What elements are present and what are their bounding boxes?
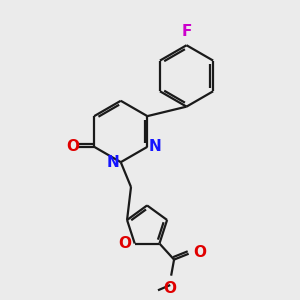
Text: O: O [163,281,176,296]
Text: N: N [149,139,162,154]
Text: N: N [106,155,119,170]
Text: O: O [118,236,131,251]
Text: O: O [67,139,80,154]
Text: F: F [182,24,192,39]
Text: O: O [193,245,206,260]
